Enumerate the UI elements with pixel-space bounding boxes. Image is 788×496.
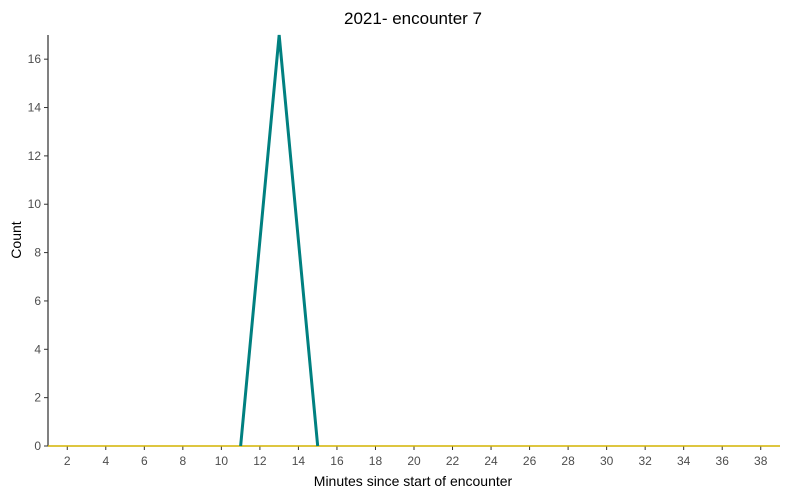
y-axis-title: Count: [8, 221, 24, 258]
x-tick-label: 24: [484, 454, 498, 468]
x-tick-label: 30: [600, 454, 614, 468]
y-tick-label: 16: [28, 52, 42, 66]
x-tick-label: 38: [754, 454, 768, 468]
x-axis-title: Minutes since start of encounter: [314, 473, 513, 489]
y-tick-label: 8: [34, 246, 41, 260]
x-tick-label: 22: [446, 454, 460, 468]
x-tick-label: 26: [523, 454, 537, 468]
y-tick-label: 14: [28, 101, 42, 115]
x-tick-label: 6: [141, 454, 148, 468]
x-tick-label: 32: [638, 454, 652, 468]
x-tick-label: 2: [64, 454, 71, 468]
y-tick-label: 6: [34, 294, 41, 308]
x-tick-label: 16: [330, 454, 344, 468]
x-tick-label: 34: [677, 454, 691, 468]
x-tick-label: 8: [179, 454, 186, 468]
x-tick-label: 36: [716, 454, 730, 468]
y-tick-label: 4: [34, 342, 41, 356]
x-tick-label: 28: [561, 454, 575, 468]
y-axis-title-group: Count: [8, 221, 24, 258]
x-tick-label: 20: [407, 454, 421, 468]
y-tick-label: 10: [28, 197, 42, 211]
series-line-0: [239, 34, 320, 447]
y-tick-label: 12: [28, 149, 42, 163]
chart-title: 2021- encounter 7: [344, 9, 482, 28]
x-tick-label: 4: [102, 454, 109, 468]
y-tick-label: 2: [34, 391, 41, 405]
x-tick-label: 10: [215, 454, 229, 468]
y-tick-label: 0: [34, 439, 41, 453]
x-tick-label: 14: [292, 454, 306, 468]
x-tick-label: 12: [253, 454, 267, 468]
x-tick-label: 18: [369, 454, 383, 468]
